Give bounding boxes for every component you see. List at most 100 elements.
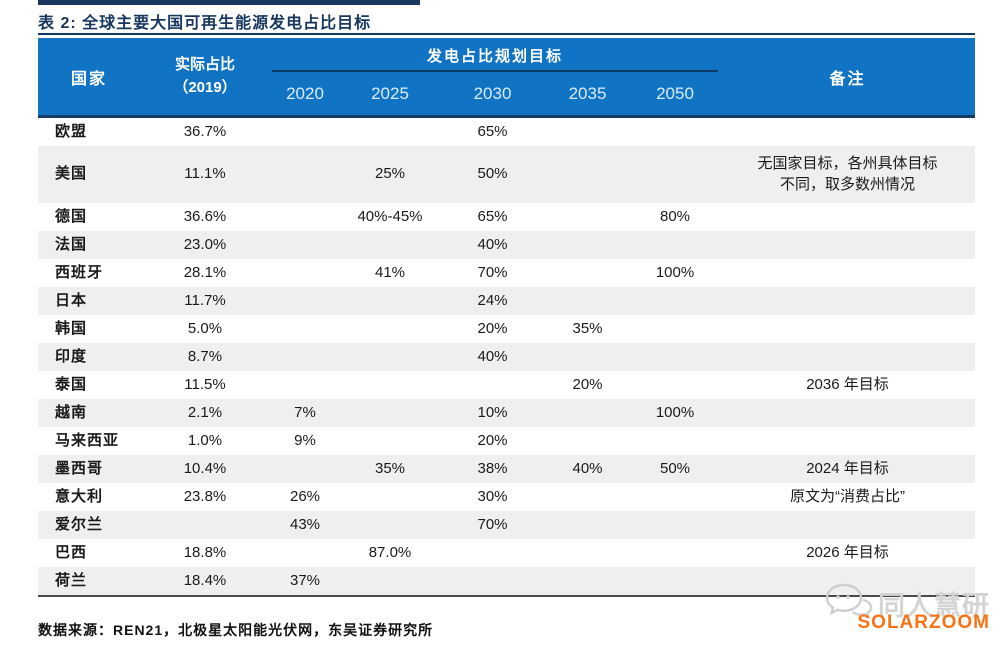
country-cell: 日本 [55,291,88,309]
table-row: 巴西 18.8% 87.0% 2026 年目标 [38,539,975,567]
table-row: 墨西哥 10.4% 35% 38% 40% 50% 2024 年目标 [38,455,975,483]
table-row: 荷兰 18.4% 37% [38,567,975,595]
y2020-cell [270,146,340,203]
y2025-cell [340,315,440,343]
watermark-brand-en: SOLARZOOM [857,612,990,633]
actual-cell: 11.5% [184,375,226,393]
table-row: 日本 11.7% 24% [38,287,975,315]
y2030-cell [440,567,545,595]
country-cell: 荷兰 [55,571,88,589]
table-row: 泰国 11.5% 20% 2036 年目标 [38,371,975,399]
y2020-cell [270,287,340,315]
country-cell: 爱尔兰 [55,515,104,533]
actual-cell: 36.6% [183,207,227,225]
table-row: 美国 11.1% 25% 50% 无国家目标，各州具体目标 不同，取多数州情况 [38,146,975,203]
header-plan-title: 发电占比规划目标 [426,48,563,65]
y2025-cell [340,231,440,259]
header-year-2020: 2020 [286,83,324,103]
remark-cell: 无国家目标，各州具体目标 不同，取多数州情况 [757,155,938,193]
y2035-cell [545,287,630,315]
header-plan-group: 发电占比规划目标 2020 2025 2030 2035 2050 [270,38,720,115]
remark-cell: 2026 年目标 [806,543,889,561]
y2025-cell: 87.0% [368,543,412,561]
country-cell: 韩国 [55,319,88,337]
y2020-cell [270,315,340,343]
source-note: 数据来源：REN21，北极星太阳能光伏网，东吴证券研究所 [38,622,434,638]
y2025-cell [340,399,440,427]
y2025-cell: 25% [374,165,406,183]
y2030-cell: 50% [477,165,508,183]
actual-cell: 23.8% [183,487,227,505]
remark-cell: 2024 年目标 [806,459,889,477]
country-cell: 印度 [55,347,88,365]
y2050-cell: 100% [655,403,695,421]
remark-cell [720,118,975,146]
y2030-cell: 65% [477,122,508,140]
y2020-cell [270,259,340,287]
y2030-cell: 70% [477,515,508,533]
table-row: 印度 8.7% 40% [38,343,975,371]
y2035-cell: 35% [572,319,603,337]
remark-cell [720,315,975,343]
y2050-cell [630,315,720,343]
country-cell: 墨西哥 [55,459,104,477]
y2050-cell [630,231,720,259]
y2050-cell [630,343,720,371]
actual-cell: 5.0% [187,319,223,337]
y2030-cell: 65% [477,207,508,225]
y2025-cell: 35% [374,459,406,477]
country-cell: 美国 [55,165,88,183]
table-row: 爱尔兰 43% 70% [38,511,975,539]
y2020-cell [270,231,340,259]
y2050-cell: 100% [655,263,695,281]
remark-cell [720,203,975,231]
table-row: 法国 23.0% 40% [38,231,975,259]
actual-cell: 36.7% [183,122,227,140]
y2035-cell [545,146,630,203]
y2050-cell [630,118,720,146]
y2035-cell [545,511,630,539]
table-row: 越南 2.1% 7% 10% 100% [38,399,975,427]
y2030-cell: 30% [477,487,508,505]
y2035-cell [545,231,630,259]
y2025-cell [340,483,440,511]
country-cell: 欧盟 [55,122,88,140]
table-row: 欧盟 36.7% 65% [38,118,975,146]
table-body: 欧盟 36.7% 65% 美国 11.1% 25% 50% 无国家目标，各州具体目标 不同，取… [38,118,975,597]
y2050-cell [630,371,720,399]
y2025-cell [340,511,440,539]
watermark: 同人慧研 SOLARZOOM [810,582,990,644]
year-header-row: 2020 2025 2030 2035 2050 [270,72,720,115]
y2030-cell: 10% [477,403,508,421]
y2025-cell: 41% [374,263,406,281]
y2020-cell: 7% [294,403,316,421]
actual-cell: 8.7% [187,347,223,365]
y2020-cell [270,203,340,231]
y2025-cell [340,287,440,315]
y2020-cell: 37% [289,571,321,589]
actual-cell: 18.4% [183,571,227,589]
renewable-targets-table: 国家 实际占比 （2019） 发电占比规划目标 2020 2025 2030 2035… [38,38,975,597]
y2025-cell: 40%-45% [357,207,423,225]
title-divider [38,33,975,35]
remark-cell [720,399,975,427]
y2035-cell [545,203,630,231]
actual-cell: 11.7% [184,291,226,309]
table-row: 韩国 5.0% 20% 35% [38,315,975,343]
header-year-2025: 2025 [371,83,409,103]
remark-cell: 原文为“消费占比” [790,487,905,505]
y2030-cell: 70% [477,263,508,281]
country-cell: 马来西亚 [55,431,120,449]
y2035-cell [545,483,630,511]
remark-cell [720,511,975,539]
y2035-cell [545,567,630,595]
watermark-brand-cn: 同人慧研 [878,591,990,621]
country-cell: 越南 [55,403,88,421]
y2020-cell [270,371,340,399]
y2035-cell [545,427,630,455]
country-cell: 德国 [55,207,88,225]
y2050-cell [630,511,720,539]
remark-cell [720,427,975,455]
y2030-cell: 38% [477,459,508,477]
